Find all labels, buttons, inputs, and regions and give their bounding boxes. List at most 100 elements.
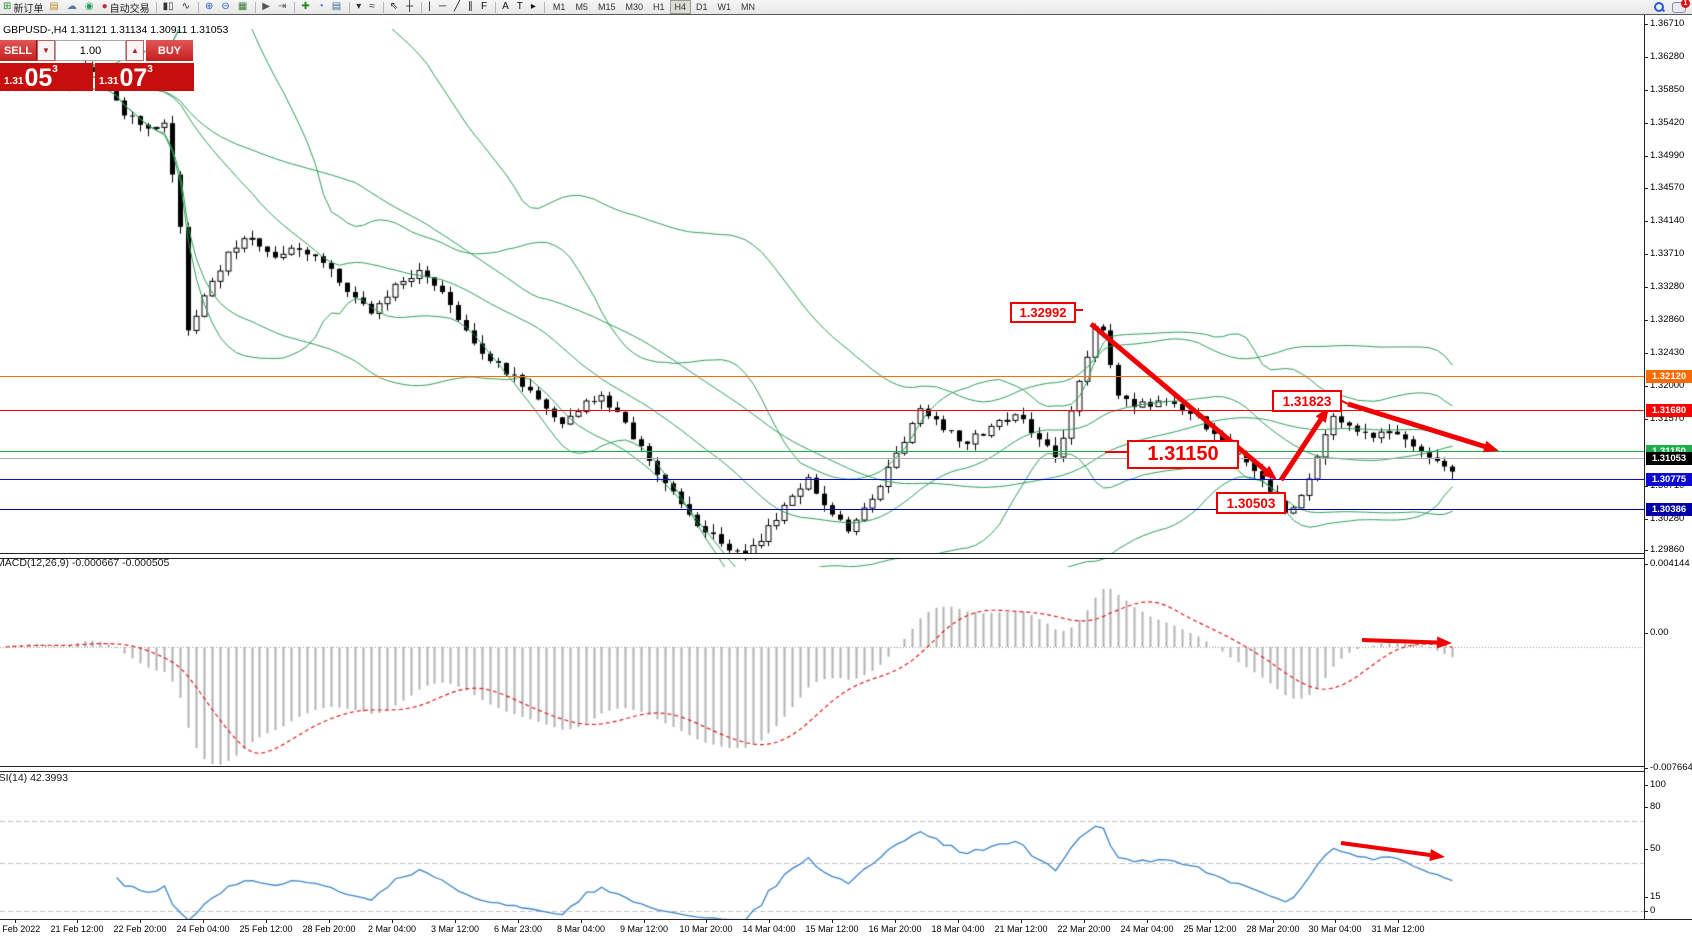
horizontal-level-line[interactable] xyxy=(0,509,1644,510)
text-tool[interactable]: A xyxy=(499,1,514,14)
arrows-tool-icon: ▸ xyxy=(530,1,536,12)
buy-button[interactable]: BUY xyxy=(146,40,193,61)
market-watch-button[interactable]: ☁ xyxy=(64,1,82,14)
volume-decrement-button[interactable]: ▼ xyxy=(37,40,55,61)
chat-icon[interactable]: 1 xyxy=(1672,0,1690,13)
price-callout-low[interactable]: 1.30503 xyxy=(1216,492,1286,514)
autotrading-button-icon: ● xyxy=(101,1,108,12)
channel-tool[interactable]: ∥ xyxy=(465,1,478,14)
rsi-panel-divider[interactable] xyxy=(0,766,1644,772)
date-tick xyxy=(581,920,582,923)
timeframe-m30[interactable]: M30 xyxy=(625,2,643,12)
fibonacci-tool-icon: F xyxy=(481,1,488,12)
line-chart-button-icon: ∿ xyxy=(181,1,191,12)
timeframe-mn[interactable]: MN xyxy=(741,2,756,12)
date-label: 2 Mar 04:00 xyxy=(367,924,417,934)
horizontal-level-line[interactable] xyxy=(0,451,1644,452)
bid-price-pip: 3 xyxy=(52,64,58,75)
price-tick-dash xyxy=(1644,254,1648,255)
vertical-line-tool[interactable]: | xyxy=(425,1,436,14)
price-axis-line xyxy=(1644,14,1645,919)
horizontal-level-line[interactable] xyxy=(0,410,1644,411)
macd-indicator-label: MACD(12,26,9) -0.000667 -0.000505 xyxy=(0,557,170,569)
rsi-tick-dash xyxy=(1644,807,1648,808)
date-label: 16 Mar 20:00 xyxy=(868,924,922,934)
bid-price-tile[interactable]: 1.31 05 3 xyxy=(0,63,93,91)
price-tick-label: 1.29860 xyxy=(1650,544,1685,555)
auto-scroll-button-icon: ▶ xyxy=(262,1,270,12)
history-center-button[interactable]: ▤ xyxy=(46,1,63,14)
bar-chart-button[interactable]: ▮▯ xyxy=(160,1,179,14)
date-label: 10 Mar 20:00 xyxy=(679,924,733,934)
crosshair-tool-icon: ┼ xyxy=(406,1,414,12)
price-tick-label: 1.32860 xyxy=(1650,314,1685,325)
fibonacci-tool[interactable]: F xyxy=(478,1,492,14)
price-tick-label: 1.33710 xyxy=(1650,248,1685,259)
chart-shift-button[interactable]: ⇥ xyxy=(275,1,291,14)
line-chart-button[interactable]: ∿ xyxy=(179,1,195,14)
trendline-tool[interactable]: ╱ xyxy=(451,1,465,14)
timeframe-m5[interactable]: M5 xyxy=(575,2,588,12)
horizontal-line-tool[interactable]: ─ xyxy=(436,1,451,14)
macd-scale-label: -0.007664 xyxy=(1650,762,1692,773)
price-tick-dash xyxy=(1644,156,1648,157)
date-tick xyxy=(392,920,393,923)
date-label: 22 Feb 20:00 xyxy=(113,924,167,934)
date-tick xyxy=(518,920,519,923)
price-tick-dash xyxy=(1644,90,1648,91)
volume-input[interactable]: 1.00 xyxy=(55,40,126,61)
arrows-tool[interactable]: ▸ xyxy=(528,1,541,14)
date-label: 3 Mar 12:00 xyxy=(430,924,480,934)
crosshair-tool[interactable]: ┼ xyxy=(403,1,418,14)
chart-canvas[interactable] xyxy=(0,14,1692,936)
toolbar-separator xyxy=(155,1,157,13)
autotrading-button[interactable]: ● 自动交易 xyxy=(99,1,153,15)
horizontal-level-line[interactable] xyxy=(0,479,1644,480)
cursor-tool[interactable]: ⇖ xyxy=(387,1,403,14)
indicators-button[interactable]: ✚ xyxy=(298,1,314,14)
rsi-scale-label: 80 xyxy=(1650,801,1661,812)
timeframe-h1[interactable]: H1 xyxy=(652,2,665,12)
price-callout-high[interactable]: 1.32992 xyxy=(1010,302,1076,323)
date-tick xyxy=(832,920,833,923)
timeframe-w1[interactable]: W1 xyxy=(717,2,732,12)
timeframe-m15[interactable]: M15 xyxy=(597,2,616,12)
zoom-in-button-icon: ⊕ xyxy=(205,1,214,12)
ask-price-tile[interactable]: 1.31 07 3 xyxy=(95,63,194,91)
macd-panel-divider[interactable] xyxy=(0,553,1644,559)
periods-button[interactable]: ◔ xyxy=(315,1,329,14)
timeframe-h4[interactable]: H4 xyxy=(669,0,692,14)
chart-type-dropdown[interactable]: ▾ xyxy=(353,1,366,14)
toolbar-separator xyxy=(198,1,200,13)
date-label: 14 Mar 04:00 xyxy=(742,924,796,934)
line-style-dropdown[interactable]: ≈ xyxy=(366,1,380,14)
new-order-button[interactable]: ⊞ 新订单 xyxy=(0,1,46,15)
templates-button-icon: ▤ xyxy=(331,1,342,12)
price-tick-dash xyxy=(1644,550,1648,551)
price-tick-dash xyxy=(1644,188,1648,189)
date-tick xyxy=(15,920,16,923)
tile-windows-button[interactable]: ▦ xyxy=(235,1,252,14)
volume-increment-button[interactable]: ▲ xyxy=(126,40,144,61)
price-callout-lower-high[interactable]: 1.31823 xyxy=(1272,390,1342,412)
price-callout-level[interactable]: 1.31150 xyxy=(1127,440,1239,469)
horizontal-level-line[interactable] xyxy=(0,376,1644,377)
timeframe-d1[interactable]: D1 xyxy=(696,2,708,12)
sell-button[interactable]: SELL xyxy=(0,40,37,61)
zoom-in-button[interactable]: ⊕ xyxy=(202,1,218,14)
rsi-scale-label: 15 xyxy=(1650,891,1661,902)
macd-scale-label: 0.004144 xyxy=(1650,558,1690,569)
signals-button[interactable]: ◉ xyxy=(82,1,99,14)
templates-button[interactable]: ▤ xyxy=(329,1,346,14)
search-icon[interactable] xyxy=(1654,2,1666,13)
date-label: 15 Mar 12:00 xyxy=(805,924,859,934)
price-tick-dash xyxy=(1644,386,1648,387)
auto-scroll-button[interactable]: ▶ xyxy=(259,1,275,14)
toolbar-right-group: 1 xyxy=(1654,0,1690,13)
date-tick xyxy=(706,920,707,923)
date-label: 28 Mar 20:00 xyxy=(1246,924,1300,934)
zoom-out-button[interactable]: ⊖ xyxy=(218,1,234,14)
timeframe-m1[interactable]: M1 xyxy=(552,2,566,12)
label-tool[interactable]: T xyxy=(514,1,528,14)
